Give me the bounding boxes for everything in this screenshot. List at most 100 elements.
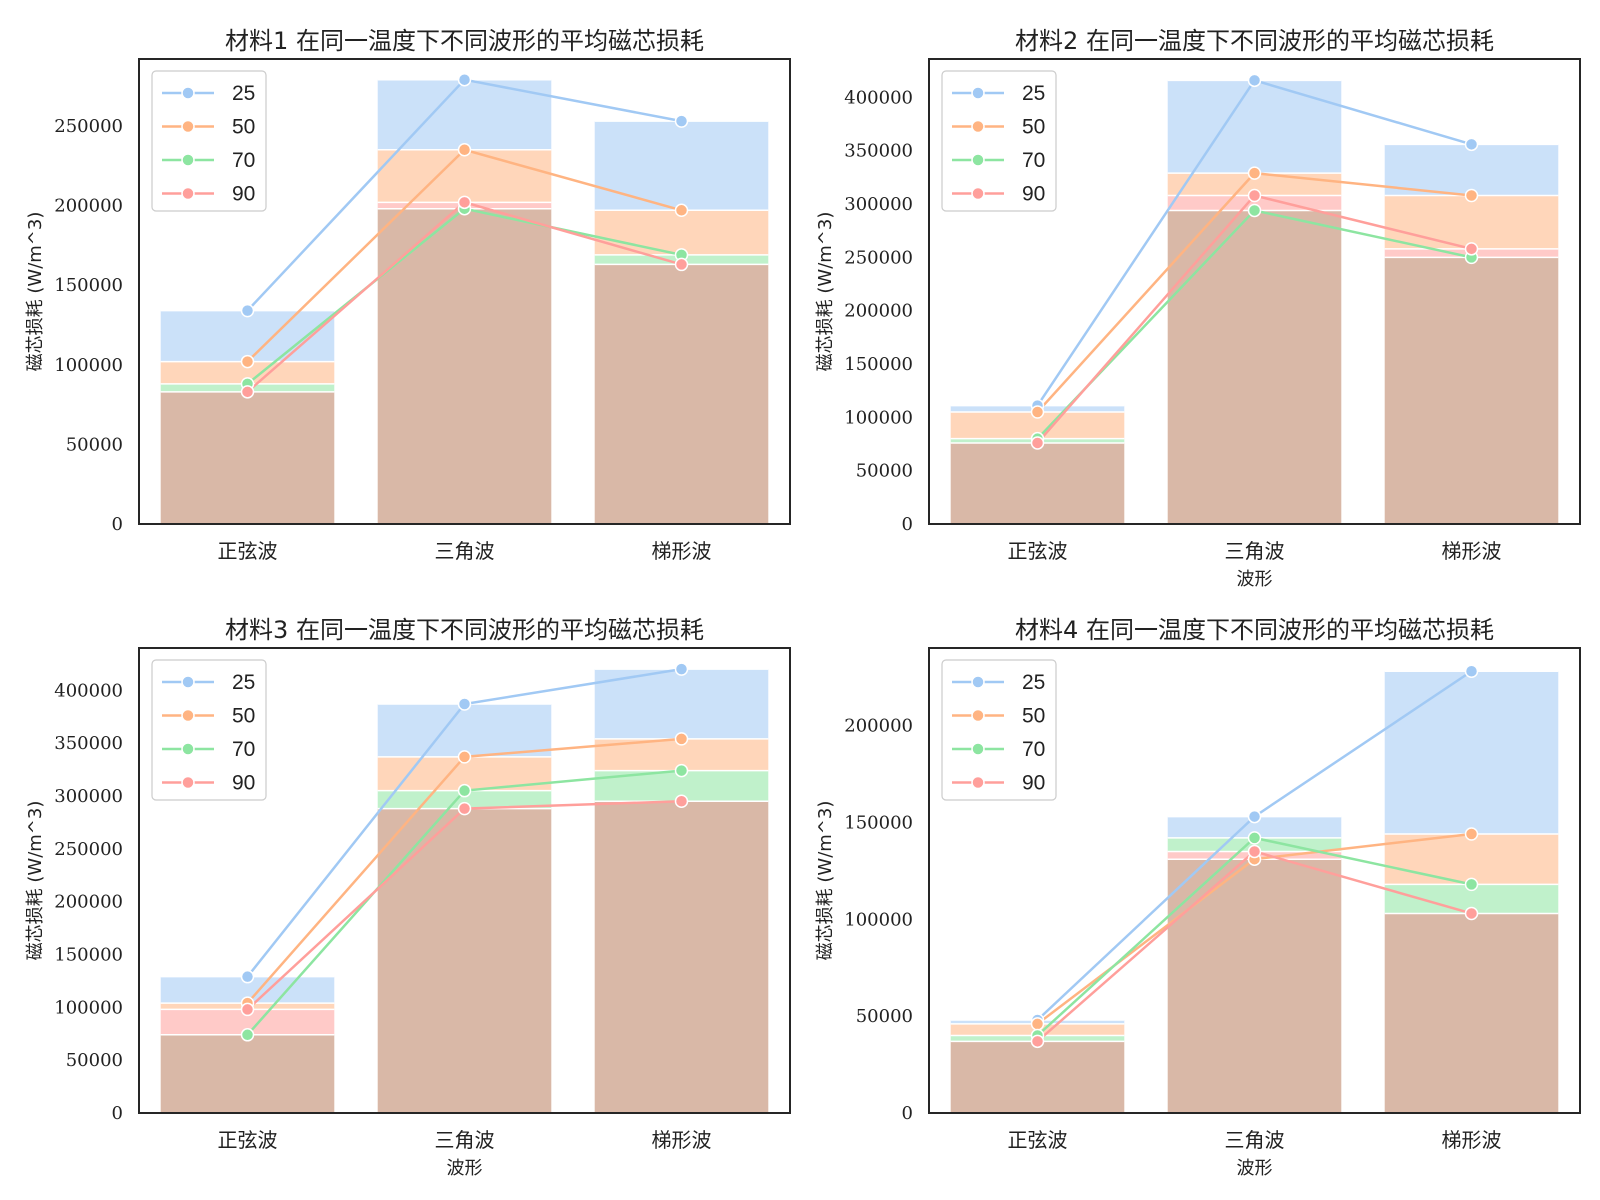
legend-marker-50 [971,119,985,134]
point-50-3 [674,203,689,218]
legend-label: 50 [1022,705,1045,728]
x-tick-label: 三角波 [1225,1128,1285,1152]
y-tick-label: 50000 [66,434,123,455]
point-70-2 [457,783,472,798]
y-tick-label: 300000 [844,194,913,215]
y-tick-label: 50000 [856,1006,913,1027]
point-50-3 [1464,188,1479,203]
legend: 25 50 70 90 [941,70,1057,212]
legend-label: 90 [232,183,255,206]
chart-panel-3: 0 50000 100000 150000 200000 250000 300000 3500… [25,616,791,1179]
bar-25-2 [377,704,552,757]
y-axis-label: 磁芯损耗 (W/m^3) [25,801,46,961]
x-tick-label: 正弦波 [218,1128,278,1152]
bar-90-3 [594,264,769,524]
bars [160,668,769,1113]
legend-box [941,659,1057,801]
legend: 25 50 70 90 [151,70,267,212]
point-50-2 [1247,166,1262,180]
point-50-2 [457,143,472,157]
bar-25-3 [594,669,769,739]
legend-marker-50 [181,708,195,723]
bar-25-3 [1384,671,1559,834]
y-tick-label: 200000 [844,301,913,322]
bars [160,78,769,525]
y-tick-label: 100000 [844,909,913,930]
bar-70-2 [377,208,552,525]
point-50-1 [1030,1017,1045,1031]
point-90-3 [674,794,689,808]
chart-title: 材料1 在同一温度下不同波形的平均磁芯损耗 [225,27,704,55]
point-70-2 [1247,203,1262,218]
point-90-3 [1464,906,1479,921]
bar-50-2 [377,149,552,203]
x-tick-label: 三角波 [435,539,495,563]
y-tick-label: 0 [112,1103,123,1124]
series-lines [240,72,689,399]
legend-marker-70 [181,153,195,167]
point-50-2 [457,750,472,764]
legend-label: 70 [232,738,255,761]
x-tick-label: 正弦波 [218,539,278,563]
y-tick-label: 50000 [66,1050,123,1071]
legend: 25 50 70 90 [151,659,267,801]
y-tick-label: 150000 [844,354,913,375]
series-lines [1030,73,1479,450]
x-axis-label: 波形 [1237,569,1273,590]
bar-90-3 [594,801,769,1113]
point-25-1 [240,969,255,984]
x-tick-label: 梯形波 [1442,1128,1502,1152]
y-tick-label: 350000 [54,733,123,754]
y-tick-label: 400000 [844,87,913,108]
legend-label: 70 [1022,738,1045,761]
point-90-2 [1247,188,1262,203]
point-25-2 [1247,73,1262,88]
legend-label: 25 [232,82,255,105]
axes-frame [138,58,791,525]
bar-90-1 [950,1041,1125,1113]
bar-25-3 [1384,144,1559,196]
bar-50-2 [1167,859,1342,1113]
bar-70-2 [377,790,552,809]
legend: 25 50 70 90 [941,659,1057,801]
axes-frame [138,647,791,1114]
point-70-3 [674,763,689,778]
x-tick-label: 梯形波 [652,539,712,563]
y-tick-label: 400000 [54,680,123,701]
legend-marker-25 [971,86,985,100]
y-tick-label: 150000 [844,812,913,833]
point-90-2 [457,195,472,210]
legend-label: 25 [1022,671,1045,694]
bar-70-3 [1384,257,1559,524]
bar-50-3 [1384,834,1559,885]
legend-marker-90 [181,186,195,201]
y-tick-label: 150000 [54,944,123,965]
legend-box [151,70,267,212]
bar-90-3 [1384,913,1559,1113]
y-tick-label: 50000 [856,461,913,482]
y-tick-label: 200000 [844,716,913,737]
y-tick-label: 200000 [54,892,123,913]
y-tick-label: 250000 [54,116,123,137]
legend-label: 70 [1022,149,1045,172]
point-25-2 [457,697,472,711]
point-50-1 [1030,405,1045,419]
legend-label: 90 [1022,772,1045,795]
y-tick-label: 150000 [54,275,123,296]
point-90-1 [240,385,255,399]
point-25-3 [674,114,689,128]
legend-marker-25 [181,675,195,689]
point-50-3 [1464,827,1479,841]
y-axis-label: 磁芯损耗 (W/m^3) [25,212,46,372]
bar-25-2 [1167,80,1342,174]
bar-90-1 [950,442,1125,524]
bar-25-2 [1167,816,1342,838]
point-25-2 [1247,809,1262,824]
y-tick-label: 0 [112,514,123,535]
legend-marker-90 [971,775,985,790]
x-tick-label: 梯形波 [1442,539,1502,563]
bar-70-2 [1167,210,1342,525]
point-25-3 [1464,137,1479,152]
chart-panel-1: 0 50000 100000 150000 200000 250000 正弦波 三角波 梯形波 磁… [25,27,791,563]
